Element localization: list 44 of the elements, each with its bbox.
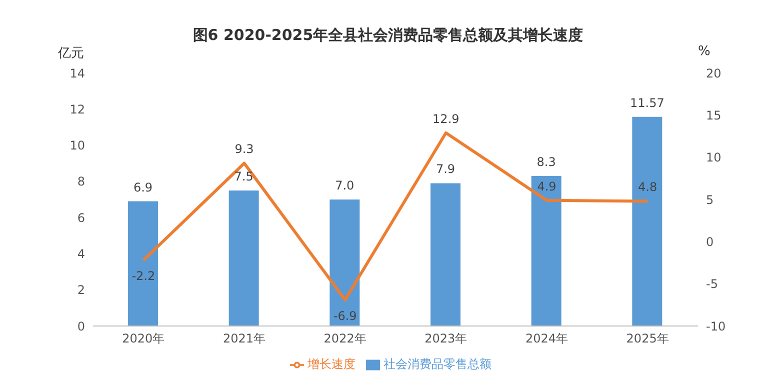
- data-label: 9.3: [234, 142, 254, 156]
- y-tick-label: 2: [77, 283, 85, 298]
- chart-title: 图6 2020-2025年全县社会消费品零售总额及其增长速度: [192, 26, 584, 45]
- y-tick-label: 0: [77, 319, 85, 334]
- x-tick-label: 2023年: [424, 332, 468, 346]
- bar: [531, 176, 562, 326]
- legend-label: 增长速度: [308, 357, 356, 371]
- y2-axis-title: %: [698, 44, 710, 59]
- y-tick-label: 4: [77, 246, 85, 261]
- bar: [228, 190, 259, 326]
- y-tick-label: 10: [70, 138, 85, 153]
- x-tick-label: 2025年: [626, 332, 669, 346]
- data-label: 6.9: [133, 180, 153, 194]
- data-label: 4.9: [537, 179, 556, 194]
- y-tick-label: 14: [70, 66, 85, 80]
- y2-tick-label: 15: [706, 108, 722, 122]
- y2-tick-label: 10: [706, 150, 722, 165]
- bar: [632, 116, 662, 326]
- data-label: 8.3: [536, 155, 556, 170]
- x-tick-label: 2021年: [222, 332, 266, 346]
- y2-tick-label: -5: [706, 277, 718, 292]
- y2-tick-label: 0: [706, 234, 714, 249]
- x-tick-label: 2020年: [122, 332, 165, 346]
- y2-tick-label: 20: [706, 66, 722, 80]
- data-label: -2.2: [132, 269, 156, 284]
- y2-tick-label: 5: [706, 192, 714, 207]
- x-tick-label: 2024年: [525, 332, 568, 346]
- legend-label: 社会消费品零售总额: [384, 357, 492, 371]
- y-tick-label: 12: [70, 102, 85, 116]
- data-label: 4.8: [638, 180, 658, 194]
- data-label: 7.0: [335, 178, 354, 192]
- y-axis-title: 亿元: [58, 45, 84, 62]
- y2-tick-label: -10: [706, 319, 726, 334]
- bar: [430, 183, 460, 326]
- y-tick-label: 6: [77, 210, 85, 225]
- x-tick-label: 2022年: [324, 332, 366, 346]
- data-label: -6.9: [333, 308, 357, 323]
- bar: [128, 201, 158, 326]
- y-tick-label: 8: [77, 174, 85, 189]
- data-label: 11.57: [630, 96, 664, 110]
- data-label: 7.9: [436, 162, 456, 176]
- bar: [330, 200, 360, 326]
- data-label: 7.5: [234, 169, 254, 184]
- data-label: 12.9: [432, 112, 460, 126]
